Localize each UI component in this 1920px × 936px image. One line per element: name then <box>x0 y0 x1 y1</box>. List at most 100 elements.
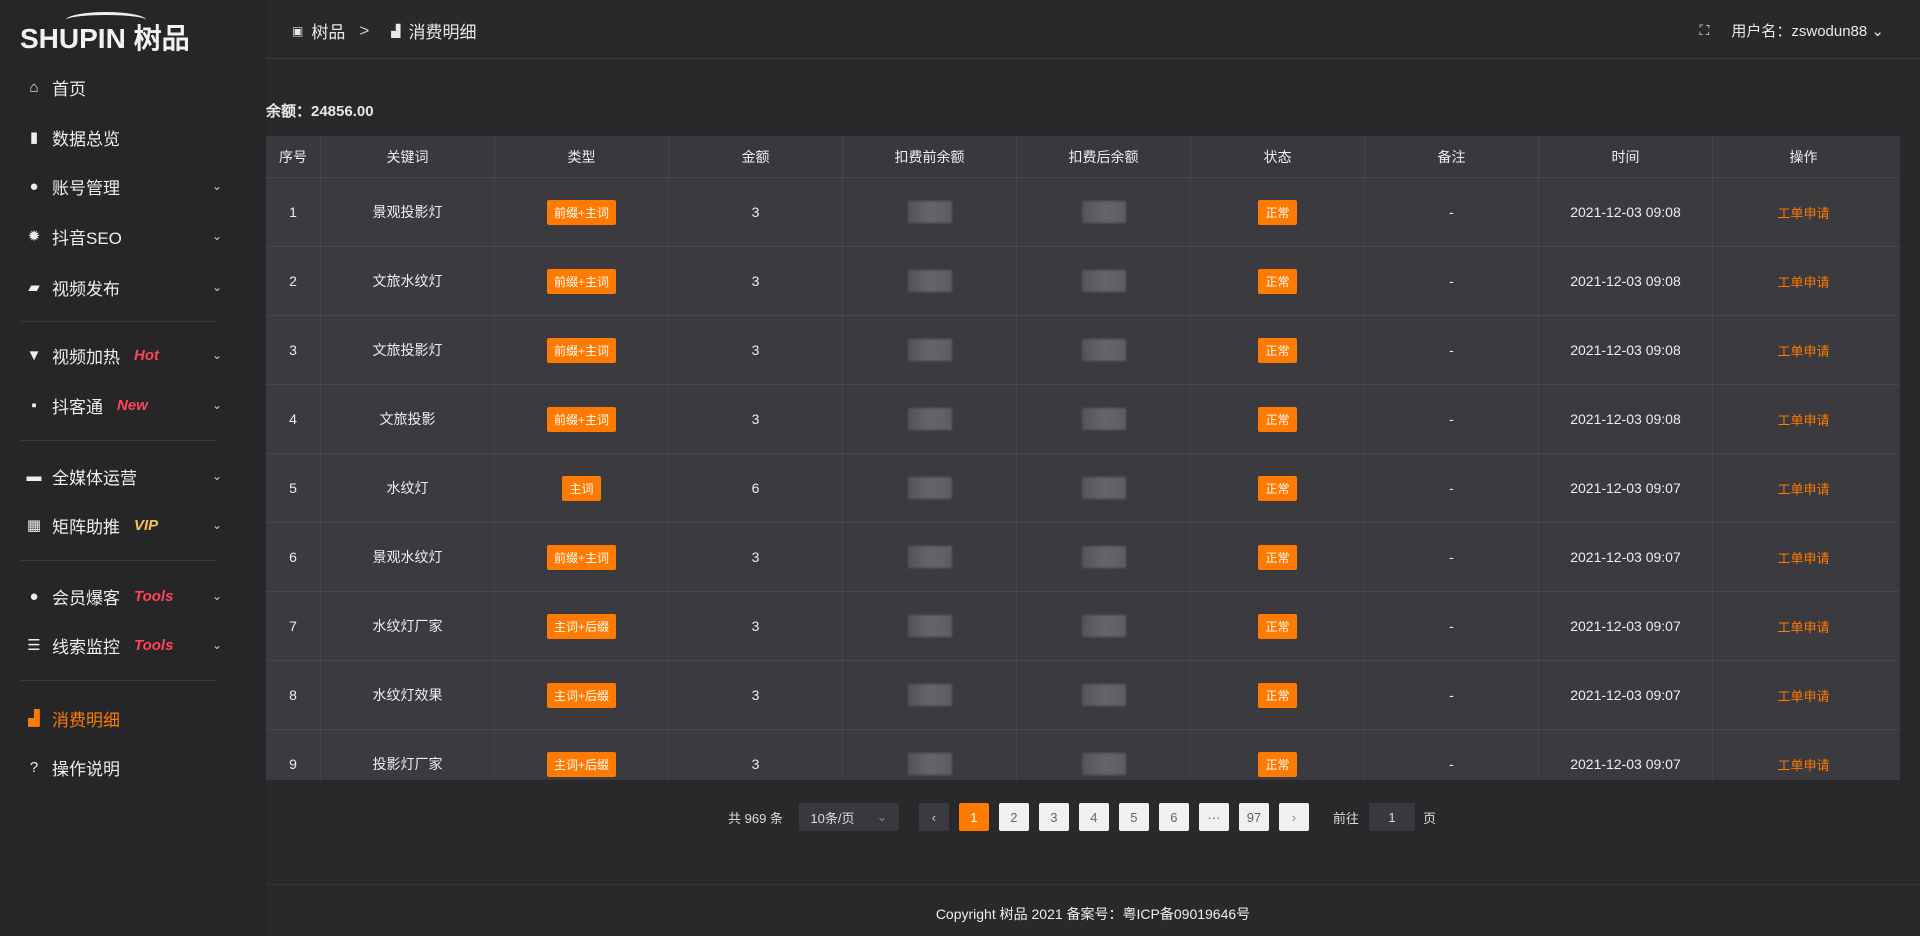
row-number: 6 <box>266 523 321 591</box>
page-unit: 页 <box>1422 810 1436 826</box>
sidebar-item-label: 操作说明 <box>52 759 120 779</box>
breadcrumb-current: 消费明细 <box>408 23 477 42</box>
sidebar-item-11[interactable]: ☰ 线索监控 Tools ⌄ <box>0 625 266 665</box>
type-cell: 主词+后缀 <box>495 661 669 729</box>
blurred-value <box>1081 684 1126 706</box>
type-cell: 主词 <box>495 454 669 522</box>
amount: 3 <box>669 730 843 780</box>
sidebar-item-9[interactable]: ▦ 矩阵助推 VIP ⌄ <box>0 505 266 545</box>
logo[interactable]: SHUPIN 树品 <box>18 10 233 56</box>
user-icon: ● <box>29 177 39 195</box>
ticket-request-link[interactable]: 工单申请 <box>1777 205 1830 221</box>
amount: 3 <box>669 661 843 729</box>
action-cell: 工单申请 <box>1713 523 1894 591</box>
sidebar-badge: Tools <box>134 587 174 605</box>
page-button[interactable]: 97 <box>1238 803 1269 831</box>
question-icon: ? <box>29 758 39 776</box>
blurred-value <box>1081 339 1126 361</box>
sidebar-item-12[interactable]: ▟ 消费明细 <box>0 698 266 738</box>
chevron-down-icon: ⌄ <box>212 348 223 362</box>
balance-before-cell <box>843 385 1017 453</box>
table-row: 2 文旅水纹灯 前缀+主词 3 正常 - 2021-12-03 09:08 工单… <box>266 247 1900 316</box>
ticket-request-link[interactable]: 工单申请 <box>1777 412 1830 428</box>
balance-before-cell <box>843 661 1017 729</box>
page-button[interactable]: 4 <box>1078 803 1109 831</box>
action-cell: 工单申请 <box>1713 592 1894 660</box>
type-tag: 前缀+主词 <box>546 406 616 432</box>
sidebar-item-2[interactable]: ▮ 数据总览 <box>0 117 266 157</box>
table-row: 4 文旅投影 前缀+主词 3 正常 - 2021-12-03 09:08 工单申… <box>266 385 1900 454</box>
breadcrumb-home[interactable]: 树品 <box>311 23 346 42</box>
type-cell: 前缀+主词 <box>495 316 669 384</box>
balance-after-cell <box>1017 523 1191 591</box>
page-button[interactable]: 5 <box>1118 803 1149 831</box>
sidebar-item-10[interactable]: ● 会员爆客 Tools ⌄ <box>0 576 266 616</box>
ticket-request-link[interactable]: 工单申请 <box>1777 481 1830 497</box>
user-menu[interactable]: 用户名：zswodun88 ⌄ <box>1731 20 1884 41</box>
blurred-value <box>907 753 952 775</box>
sidebar-item-13[interactable]: ? 操作说明 <box>0 747 266 787</box>
page-button[interactable]: 2 <box>998 803 1029 831</box>
table-row: 6 景观水纹灯 前缀+主词 3 正常 - 2021-12-03 09:07 工单… <box>266 523 1900 592</box>
sidebar-item-label: 视频加热 <box>52 347 120 367</box>
sidebar-item-8[interactable]: ▬ 全媒体运营 ⌄ <box>0 456 266 496</box>
balance-before-cell <box>843 247 1017 315</box>
page-button[interactable]: 1 <box>958 803 989 831</box>
page-button[interactable]: 3 <box>1038 803 1069 831</box>
sidebar: SHUPIN 树品 ⌂ 首页 ▮ 数据总览 ● 账号管理 ⌄ ✹ 抖音SEO ⌄ ▰ 视频发布 ⌄ ▼ 视频… <box>0 0 266 936</box>
page-size-select[interactable]: 10条/页 ⌄ <box>798 803 899 831</box>
next-page-button[interactable]: › <box>1278 803 1309 831</box>
sidebar-badge: New <box>117 396 148 414</box>
prev-page-button[interactable]: ‹ <box>918 803 949 831</box>
blurred-value <box>1081 615 1126 637</box>
column-header: 状态 <box>1191 136 1365 177</box>
note: - <box>1365 178 1539 246</box>
balance-after-cell <box>1017 316 1191 384</box>
ticket-request-link[interactable]: 工单申请 <box>1777 688 1830 704</box>
table-row: 7 水纹灯厂家 主词+后缀 3 正常 - 2021-12-03 09:07 工单… <box>266 592 1900 661</box>
column-header: 备注 <box>1365 136 1539 177</box>
type-cell: 前缀+主词 <box>495 523 669 591</box>
blurred-value <box>907 684 952 706</box>
sidebar-item-6[interactable]: ▼ 视频加热 Hot ⌄ <box>0 335 266 375</box>
type-tag: 前缀+主词 <box>546 199 616 225</box>
balance-before-cell <box>843 178 1017 246</box>
fullscreen-icon[interactable]: ⛶ <box>1699 22 1710 38</box>
sidebar-item-4[interactable]: ✹ 抖音SEO ⌄ <box>0 216 266 256</box>
page-button[interactable]: ··· <box>1198 803 1229 831</box>
blurred-value <box>907 615 952 637</box>
balance-after-cell <box>1017 730 1191 780</box>
balance-after-cell <box>1017 661 1191 729</box>
action-cell: 工单申请 <box>1713 385 1894 453</box>
ticket-request-link[interactable]: 工单申请 <box>1777 619 1830 635</box>
keyword: 水纹灯 <box>321 454 495 522</box>
ticket-request-link[interactable]: 工单申请 <box>1777 550 1830 566</box>
wallet-icon: ▟ <box>391 23 401 38</box>
keyword: 投影灯厂家 <box>321 730 495 780</box>
sidebar-item-3[interactable]: ● 账号管理 ⌄ <box>0 166 266 206</box>
time: 2021-12-03 09:07 <box>1539 592 1713 660</box>
goto-page-input[interactable]: 1 <box>1368 803 1415 831</box>
chevron-down-icon: ⌄ <box>212 589 223 603</box>
type-cell: 主词+后缀 <box>495 730 669 780</box>
sidebar-item-label: 账号管理 <box>52 178 120 198</box>
status-badge: 正常 <box>1258 682 1297 708</box>
ticket-request-link[interactable]: 工单申请 <box>1777 757 1830 773</box>
ticket-request-link[interactable]: 工单申请 <box>1777 343 1830 359</box>
time: 2021-12-03 09:08 <box>1539 385 1713 453</box>
row-number: 4 <box>266 385 321 453</box>
time: 2021-12-03 09:08 <box>1539 178 1713 246</box>
ticket-request-link[interactable]: 工单申请 <box>1777 274 1830 290</box>
footer-copyright: Copyright 树品 2021 备案号：粤ICP备09019646号 <box>935 906 1251 922</box>
sidebar-item-1[interactable]: ⌂ 首页 <box>0 67 266 107</box>
sidebar-item-5[interactable]: ▰ 视频发布 ⌄ <box>0 267 266 307</box>
note: - <box>1365 661 1539 729</box>
sidebar-item-7[interactable]: ▪ 抖客通 New ⌄ <box>0 385 266 425</box>
time: 2021-12-03 09:07 <box>1539 523 1713 591</box>
page-button[interactable]: 6 <box>1158 803 1189 831</box>
sidebar-item-label: 数据总览 <box>52 129 120 149</box>
amount: 3 <box>669 178 843 246</box>
blurred-value <box>1081 270 1126 292</box>
note: - <box>1365 730 1539 780</box>
action-cell: 工单申请 <box>1713 661 1894 729</box>
